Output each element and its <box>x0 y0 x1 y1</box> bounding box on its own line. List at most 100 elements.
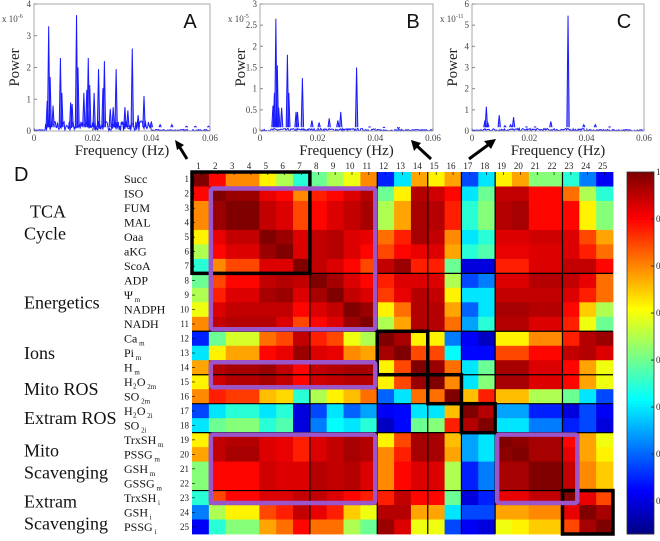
heatmap-cell <box>276 331 294 347</box>
colorbar: 1 0.9 0.8 0.7 0.6 0.5 0.4 0.3 <box>626 167 660 535</box>
heatmap-cell <box>545 418 563 434</box>
y-tick-label: 1 <box>27 94 32 104</box>
heatmap-cell <box>528 287 547 303</box>
x-tick-label: 0.02 <box>310 133 326 143</box>
heatmap-cell <box>259 461 277 477</box>
heatmap-cell <box>208 331 227 347</box>
colorbar-segment <box>627 211 654 215</box>
spectrum-peak <box>96 69 101 128</box>
heatmap-cell <box>562 302 580 318</box>
heatmap-cell <box>192 186 210 202</box>
colorbar-segment <box>627 386 654 390</box>
heatmap-cell <box>377 287 395 303</box>
heatmap-cell <box>461 418 479 434</box>
heatmap-cell <box>579 403 597 419</box>
highlight-box <box>494 432 580 506</box>
heatmap-cell <box>495 374 513 390</box>
heatmap-cell <box>511 200 530 216</box>
colorbar-segment <box>627 437 654 441</box>
colorbar-segment <box>627 340 654 345</box>
colorbar-tick-label: 0.9 <box>656 214 660 224</box>
diagonal-group-box <box>459 401 497 435</box>
heatmap-cell <box>596 172 614 187</box>
heatmap-cell <box>495 258 513 274</box>
colorbar-segment <box>627 328 654 333</box>
heatmap-cell <box>562 229 580 245</box>
arrow-icon <box>175 140 189 160</box>
colorbar-segment <box>627 464 654 469</box>
colorbar-segment <box>627 205 654 209</box>
heatmap-cell <box>192 418 210 434</box>
x-tick-label: 0.04 <box>579 133 595 143</box>
heatmap-cell <box>225 519 243 535</box>
y-tick-label: 3 <box>27 31 32 41</box>
highlight-box <box>208 359 378 390</box>
heatmap-cell <box>259 287 277 303</box>
heatmap-cell <box>495 476 513 491</box>
heatmap-cell <box>192 316 210 332</box>
heatmap-cell <box>596 476 614 491</box>
group-label: Extram ROS <box>24 408 117 428</box>
heatmap-cell <box>309 519 328 535</box>
heatmap-cell <box>545 273 563 289</box>
row-number: 11 <box>180 319 189 329</box>
heatmap-cell <box>410 186 429 202</box>
heatmap-cell <box>444 360 462 376</box>
heatmap-cell <box>309 244 328 260</box>
colorbar-segment <box>627 359 654 363</box>
heatmap-cell <box>410 360 429 376</box>
colorbar-tick-label: 0.4 <box>656 449 660 459</box>
heatmap-cell <box>444 186 462 202</box>
spectrum-peak <box>102 61 107 128</box>
y-axis-label: Power <box>445 48 461 86</box>
x-tick-label: 0.02 <box>85 133 101 143</box>
colorbar-segment <box>627 208 654 212</box>
heatmap-cell <box>511 244 530 260</box>
heatmap-cell <box>293 476 311 491</box>
column-label: 24 <box>581 161 591 171</box>
heatmap-cell <box>225 345 243 361</box>
colorbar-segment <box>627 316 654 321</box>
heatmap-cell <box>394 186 412 202</box>
heatmap-cell <box>377 461 395 477</box>
heatmap-cell <box>276 345 294 361</box>
heatmap-cell <box>259 258 277 274</box>
spectrum-peak <box>484 106 489 128</box>
spectrum-peak <box>287 92 291 128</box>
group-label: Ions <box>24 343 55 363</box>
heatmap-cell <box>579 490 597 506</box>
panel-label: C <box>617 11 631 33</box>
row-label: ScoA <box>124 259 151 273</box>
column-label: 4 <box>247 161 252 171</box>
spectrum-peak <box>354 67 359 128</box>
heatmap-cell <box>410 302 429 318</box>
panel-label: D <box>14 164 28 186</box>
row-label: TrxSH m <box>124 433 164 449</box>
heatmap-cell <box>596 229 614 245</box>
group-label: Mito <box>24 441 59 461</box>
x-tick-label: 0.02 <box>521 133 537 143</box>
colorbar-segment <box>627 407 654 411</box>
heatmap-cell <box>394 461 412 477</box>
spectrum-peak <box>300 78 305 128</box>
heatmap-cell <box>276 476 294 491</box>
row-label-subscript: i <box>148 513 152 521</box>
row-label-subscript: m <box>137 340 145 348</box>
heatmap-cell <box>343 447 361 462</box>
heatmap-cell <box>343 519 361 535</box>
heatmap-cell <box>495 287 513 303</box>
heatmap-cell <box>444 345 462 361</box>
heatmap-cell <box>326 302 344 318</box>
heatmap-cell <box>276 200 294 216</box>
colorbar-tick-label: 0.3 <box>656 496 660 506</box>
heatmap-cell <box>360 519 378 535</box>
heatmap-cell <box>225 418 243 434</box>
heatmap-cell <box>528 186 547 202</box>
heatmap-cell <box>192 432 210 448</box>
heatmap-cell <box>343 244 361 260</box>
row-label-subscript: m <box>133 296 141 304</box>
heatmap-cell <box>410 403 429 419</box>
colorbar-segment <box>627 256 654 260</box>
heatmap-cell <box>394 229 412 245</box>
heatmap-cell <box>427 186 445 202</box>
